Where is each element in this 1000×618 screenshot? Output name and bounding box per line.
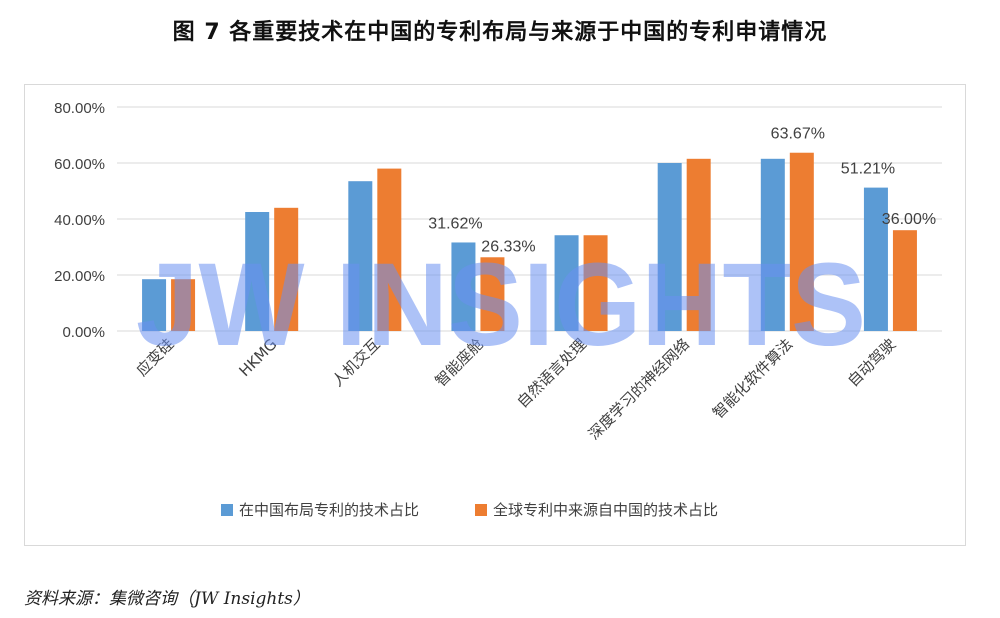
bar-1-1	[245, 212, 270, 331]
bar-2-7	[892, 230, 917, 331]
legend-swatch-2	[475, 504, 487, 516]
y-tick-label: 0.00%	[62, 324, 105, 341]
bar-1-4	[554, 235, 579, 331]
chart-area: 0.00% 20.00% 40.00% 60.00% 80.00% 31.62% 51.2…	[24, 84, 966, 546]
bar-2-0	[171, 279, 196, 331]
page-title: 图 7 各重要技术在中国的专利布局与来源于中国的专利申请情况	[172, 20, 828, 45]
bar-1-5	[657, 163, 682, 331]
bar-2-1	[274, 207, 299, 331]
bar-2-3	[480, 257, 505, 331]
bar-2-2	[377, 168, 402, 331]
bar-1-6	[760, 158, 785, 331]
y-tick-label: 60.00%	[54, 156, 105, 173]
legend: 在中国布局专利的技术占比 全球专利中来源自中国的技术占比	[221, 501, 718, 519]
bar-2-6	[789, 152, 814, 331]
bar-1-0	[142, 279, 167, 331]
legend-label-1: 在中国布局专利的技术占比	[239, 501, 419, 519]
bar-2-5	[686, 158, 711, 331]
bar-chart: 0.00% 20.00% 40.00% 60.00% 80.00% 31.62% 51.2…	[54, 100, 942, 519]
bar-1-7	[863, 187, 888, 331]
data-label: 31.62%	[428, 215, 482, 232]
watermark: JW INSIGHTS	[136, 239, 866, 371]
data-label: 26.33%	[481, 238, 535, 255]
legend-label-2: 全球专利中来源自中国的技术占比	[493, 501, 718, 519]
y-tick-label: 20.00%	[54, 268, 105, 285]
data-label: 51.21%	[841, 161, 895, 178]
bar-2-4	[583, 235, 608, 331]
source-note: 资料来源：集微咨询（JW Insights）	[24, 589, 310, 609]
y-tick-label: 40.00%	[54, 212, 105, 229]
data-label: 63.67%	[771, 126, 825, 143]
data-labels: 31.62% 51.21% 26.33% 63.67% 36.00%	[428, 126, 936, 256]
y-tick-label: 80.00%	[54, 100, 105, 117]
bar-1-3	[451, 242, 476, 331]
y-axis-ticks: 0.00% 20.00% 40.00% 60.00% 80.00%	[54, 100, 105, 341]
legend-swatch-1	[221, 504, 233, 516]
watermark-text: JW INSIGHTS	[136, 239, 866, 371]
data-label: 36.00%	[882, 211, 936, 228]
bars	[142, 152, 917, 331]
bar-1-2	[348, 181, 373, 331]
